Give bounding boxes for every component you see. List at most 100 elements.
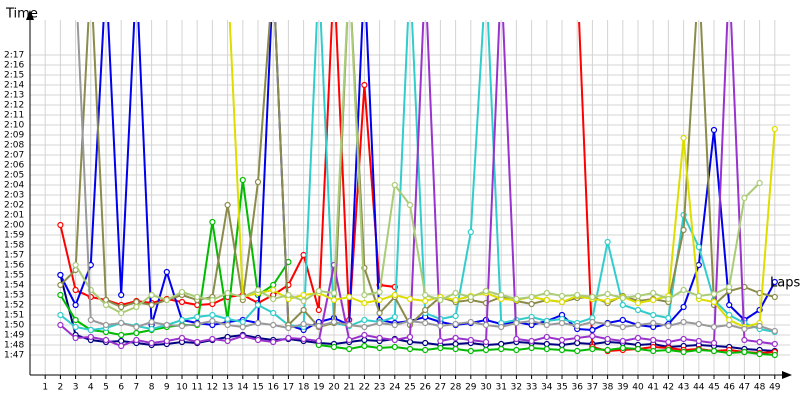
data-point	[513, 295, 520, 303]
data-point	[346, 293, 353, 301]
data-point	[87, 316, 94, 324]
x-tick-label: 34	[541, 383, 553, 393]
x-tick-label: 32	[511, 383, 522, 393]
y-tick-label: 1:50	[4, 321, 24, 331]
data-point	[57, 281, 64, 289]
data-point	[422, 339, 429, 347]
y-tick-label: 2:14	[4, 81, 24, 91]
data-point	[224, 201, 231, 209]
data-point	[650, 296, 657, 304]
data-point	[574, 339, 581, 347]
data-point	[437, 296, 444, 304]
data-point	[452, 334, 459, 342]
data-point	[634, 292, 642, 300]
data-point	[650, 336, 657, 344]
series-line	[74, 22, 761, 315]
data-point	[133, 298, 140, 306]
data-point	[528, 293, 535, 301]
x-tick-label: 8	[149, 383, 155, 393]
data-point	[619, 323, 626, 331]
data-point	[300, 306, 307, 314]
data-point	[178, 322, 186, 330]
data-point	[437, 322, 444, 330]
data-point	[558, 341, 566, 349]
data-point	[163, 296, 170, 304]
x-tick-label: 28	[450, 383, 462, 393]
data-point	[574, 334, 581, 342]
data-point	[543, 289, 550, 297]
data-point	[422, 319, 429, 327]
data-point	[239, 318, 246, 326]
data-point	[163, 337, 170, 345]
data-point	[209, 317, 216, 325]
y-tick-label: 1:51	[4, 311, 24, 321]
data-point	[695, 243, 702, 251]
data-point	[574, 291, 581, 299]
data-point	[376, 288, 383, 296]
data-point	[224, 337, 231, 345]
data-point	[452, 296, 459, 304]
data-point	[528, 317, 535, 325]
data-point	[604, 238, 611, 246]
x-tick-label: 42	[663, 383, 674, 393]
data-point	[726, 349, 733, 357]
y-tick-label: 2:13	[4, 91, 24, 101]
x-tick-label: 1	[42, 383, 48, 393]
data-point	[558, 298, 566, 306]
data-point	[558, 346, 566, 354]
data-point	[376, 319, 383, 327]
x-tick-label: 47	[739, 383, 750, 393]
data-point	[330, 343, 338, 351]
data-point	[391, 291, 398, 299]
data-point	[178, 334, 186, 342]
data-point	[634, 306, 642, 314]
data-point	[224, 289, 231, 297]
x-tick-label: 15	[252, 383, 263, 393]
data-point	[194, 338, 201, 346]
y-tick-label: 2:10	[4, 121, 24, 131]
data-point	[619, 344, 626, 352]
data-point	[680, 286, 687, 294]
data-point	[300, 335, 307, 343]
data-point	[452, 312, 459, 320]
data-point	[148, 291, 155, 299]
data-point	[178, 316, 186, 324]
data-point	[498, 340, 505, 348]
data-point	[482, 338, 490, 346]
data-point	[756, 338, 763, 346]
y-tick-label: 2:04	[4, 181, 24, 191]
data-point	[604, 290, 611, 298]
data-point	[558, 292, 566, 300]
data-point	[574, 347, 581, 355]
data-point	[209, 311, 216, 319]
data-point	[406, 295, 414, 303]
data-point	[118, 309, 125, 317]
data-point	[650, 289, 657, 297]
data-point	[695, 337, 702, 345]
data-point	[437, 337, 444, 345]
x-tick-label: 29	[465, 383, 477, 393]
y-tick-label: 2:16	[4, 61, 24, 71]
data-point	[300, 251, 307, 259]
data-point	[361, 336, 368, 344]
data-point	[406, 201, 414, 209]
x-tick-label: 46	[723, 383, 735, 393]
data-point	[741, 348, 748, 356]
data-point	[376, 334, 383, 342]
data-point	[619, 301, 626, 309]
data-point	[376, 309, 383, 317]
x-tick-label: 39	[617, 383, 629, 393]
y-tick-label: 2:07	[4, 151, 24, 161]
y-tick-label: 1:48	[4, 341, 24, 351]
data-point	[87, 333, 94, 341]
data-point	[771, 293, 778, 301]
data-point	[467, 318, 474, 326]
data-point	[498, 291, 505, 299]
data-point	[756, 179, 763, 187]
data-point	[102, 336, 110, 344]
data-point	[498, 345, 505, 353]
x-tick-label: 38	[602, 383, 614, 393]
data-point	[133, 303, 140, 311]
data-point	[467, 336, 474, 344]
data-point	[589, 326, 596, 334]
